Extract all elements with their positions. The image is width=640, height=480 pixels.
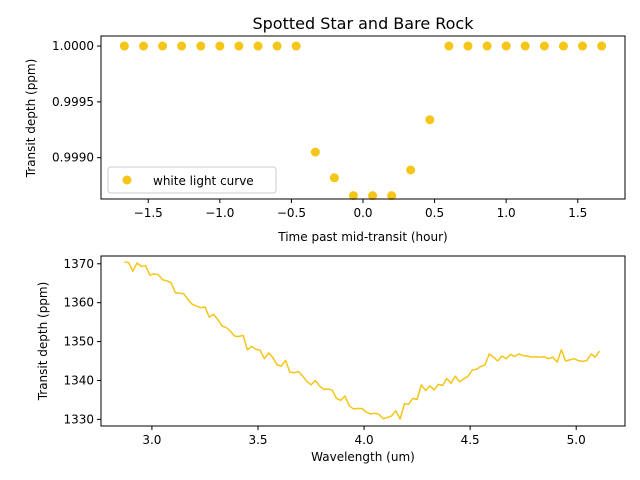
- bottom-y-axis-label: Transit depth (ppm): [36, 282, 50, 402]
- bottom-x-tick-label: 4.5: [461, 433, 480, 447]
- light-curve-point: [368, 191, 378, 201]
- bottom-y-tick-label: 1340: [63, 373, 94, 387]
- legend-label: white light curve: [153, 174, 254, 188]
- light-curve-point: [234, 41, 244, 51]
- bottom-chart-line-group: [124, 261, 601, 420]
- light-curve-point: [196, 41, 206, 51]
- bottom-y-tick-label: 1330: [63, 412, 94, 426]
- legend-box: [107, 166, 277, 194]
- light-curve-point: [253, 41, 263, 51]
- light-curve-point: [501, 41, 511, 51]
- light-curve-point: [520, 41, 530, 51]
- bottom-x-tick-label: 4.0: [355, 433, 374, 447]
- bottom-x-tick-label: 5.0: [567, 433, 586, 447]
- light-curve-point: [272, 41, 282, 51]
- top-y-axis-label: Transit depth (ppm): [24, 59, 38, 179]
- top-chart-points: [119, 41, 607, 201]
- light-curve-point: [158, 41, 168, 51]
- light-curve-point: [425, 115, 435, 125]
- top-chart-title: Spotted Star and Bare Rock: [252, 14, 474, 33]
- bottom-x-tick-label: 3.0: [142, 433, 161, 447]
- bottom-y-tick-label: 1360: [63, 296, 94, 310]
- bottom-x-ticks: 3.0 3.5 4.0 4.5 5.0: [142, 426, 586, 447]
- bottom-y-ticks: 1330 1340 1350 1360 1370: [63, 257, 101, 426]
- top-x-tick-label: 1.5: [568, 206, 587, 220]
- light-curve-point: [463, 41, 473, 51]
- light-curve-point: [577, 41, 587, 51]
- light-curve-point: [291, 41, 301, 51]
- light-curve-point: [215, 41, 225, 51]
- light-curve-point: [558, 41, 568, 51]
- light-curve-point: [329, 173, 339, 183]
- bottom-x-tick-label: 3.5: [248, 433, 267, 447]
- top-y-tick-label: 0.9990: [52, 151, 94, 165]
- bottom-y-tick-label: 1350: [63, 335, 94, 349]
- light-curve-point: [348, 191, 358, 201]
- light-curve-point: [597, 41, 607, 51]
- top-y-tick-label: 0.9995: [52, 95, 94, 109]
- bottom-chart: 3.0 3.5 4.0 4.5 5.0 1330 1340 1350 1360 1370 Wav…: [36, 255, 626, 464]
- top-chart: Spotted Star and Bare Rock −1.5 −1.0 −0.5 0…: [24, 14, 626, 244]
- top-x-tick-label: −0.5: [277, 206, 306, 220]
- light-curve-point: [444, 41, 454, 51]
- bottom-plot-frame: [100, 255, 626, 427]
- top-y-ticks: 0.9990 0.9995 1.0000: [52, 39, 101, 165]
- bottom-y-tick-label: 1370: [63, 257, 94, 271]
- transit-depth-line: [124, 261, 601, 420]
- light-curve-point: [139, 41, 149, 51]
- light-curve-point: [539, 41, 549, 51]
- light-curve-point: [482, 41, 492, 51]
- top-x-tick-label: 1.0: [497, 206, 516, 220]
- legend-marker: [122, 175, 132, 185]
- light-curve-point: [177, 41, 187, 51]
- top-y-tick-label: 1.0000: [52, 39, 94, 53]
- top-x-tick-label: −1.5: [134, 206, 163, 220]
- top-x-ticks: −1.5 −1.0 −0.5 0.0 0.5 1.0 1.5: [134, 199, 587, 220]
- bottom-x-axis-label: Wavelength (um): [311, 450, 415, 464]
- light-curve-point: [310, 147, 320, 157]
- light-curve-point: [406, 165, 416, 175]
- top-legend: white light curve: [107, 166, 277, 194]
- top-x-tick-label: 0.0: [353, 206, 372, 220]
- light-curve-point: [387, 191, 397, 201]
- top-x-axis-label: Time past mid-transit (hour): [277, 230, 447, 244]
- top-x-tick-label: 0.5: [425, 206, 444, 220]
- light-curve-point: [119, 41, 129, 51]
- top-x-tick-label: −1.0: [205, 206, 234, 220]
